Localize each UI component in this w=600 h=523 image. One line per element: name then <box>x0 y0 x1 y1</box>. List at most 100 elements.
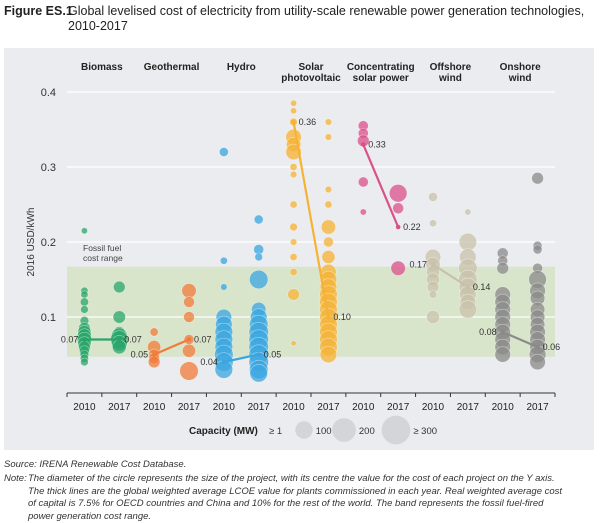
x-tick-label: 2017 <box>526 402 549 413</box>
project-bubble <box>219 147 229 157</box>
project-bubble <box>183 296 195 308</box>
project-bubble <box>289 200 298 209</box>
figure-number: Figure ES.1 <box>4 4 73 18</box>
average-label-2017: 0.07 <box>124 335 142 345</box>
project-bubble <box>324 118 333 126</box>
x-tick-label: 2017 <box>457 402 480 413</box>
x-tick-label: 2017 <box>178 402 201 413</box>
average-label-2017: 0.05 <box>264 350 282 360</box>
project-bubble <box>79 297 89 307</box>
project-bubble <box>290 107 297 115</box>
project-bubble <box>324 200 333 209</box>
note-label: Note: <box>4 473 27 484</box>
average-point-2017 <box>186 337 192 342</box>
average-label-2017: 0.22 <box>403 222 421 232</box>
project-bubble <box>426 310 440 324</box>
technology-label: Concentrating <box>347 62 415 73</box>
y-tick-label: 0.1 <box>41 312 56 324</box>
x-tick-label: 2010 <box>73 402 96 413</box>
average-point-2017 <box>116 337 122 342</box>
project-bubble <box>289 222 298 232</box>
note-text: The diameter of the circle represents th… <box>28 473 563 522</box>
technology-label: Solar <box>298 62 323 73</box>
project-bubble <box>254 252 263 262</box>
average-label-2017: 0.10 <box>333 312 351 322</box>
x-tick-label: 2010 <box>422 402 445 413</box>
project-bubble <box>529 353 546 371</box>
average-label-2010: 0.07 <box>61 335 79 345</box>
average-point-2010 <box>82 337 87 342</box>
average-point-2010 <box>221 359 227 365</box>
legend-label: 200 <box>359 426 375 437</box>
chart-panel: Fossil fuel cost range 0.1 0.2 0.3 0.4 2016 US… <box>4 48 594 450</box>
y-tick-label: 0.3 <box>41 162 56 174</box>
technology-label: Biomass <box>81 62 123 73</box>
x-tick-label: 2017 <box>108 402 131 413</box>
average-point-2017 <box>326 314 331 320</box>
project-bubble <box>392 202 404 215</box>
project-bubble <box>496 262 509 275</box>
x-tick-label: 2017 <box>248 402 271 413</box>
project-bubble <box>428 192 438 202</box>
project-bubble <box>289 253 298 261</box>
project-bubble <box>531 172 544 185</box>
x-tick-label: 2010 <box>282 402 305 413</box>
band-label-line1: Fossil fuel <box>83 243 121 253</box>
project-bubble <box>179 361 199 381</box>
legend-label: ≥ 300 <box>413 426 437 437</box>
figure-caption: Global levelised cost of electricity fro… <box>68 4 585 33</box>
technology-label: Geothermal <box>144 62 200 73</box>
x-tick-label: 2010 <box>352 402 375 413</box>
project-bubble <box>219 256 228 265</box>
project-bubble <box>249 364 268 383</box>
x-tick-label: 2010 <box>492 402 515 413</box>
weighted-average-line <box>502 330 539 349</box>
legend-label: 100 <box>316 426 332 437</box>
average-label-2017: 0.14 <box>473 282 491 292</box>
project-bubble <box>80 290 89 299</box>
project-bubble <box>464 208 472 216</box>
average-label-2010: 0.17 <box>409 260 427 270</box>
average-label-2010: 0.04 <box>200 357 218 367</box>
technology-label: solar power <box>353 73 409 84</box>
weighted-average-line <box>292 121 330 318</box>
average-label-2017: 0.06 <box>543 342 561 352</box>
technology-label: photovoltaic <box>281 73 341 84</box>
project-bubble <box>290 340 297 347</box>
project-bubble <box>359 208 367 216</box>
technology-label: wind <box>508 73 532 84</box>
project-bubble <box>390 260 406 276</box>
average-point-2017 <box>535 344 540 350</box>
legend-title: Capacity (MW) <box>189 426 258 437</box>
project-bubble <box>80 357 89 367</box>
project-bubble <box>289 170 298 179</box>
project-bubble <box>182 343 196 358</box>
average-label-2017: 0.07 <box>194 335 212 345</box>
project-bubble <box>494 346 511 363</box>
y-axis-label: 2016 USD/kWh <box>26 208 37 277</box>
band-label-line2: cost range <box>83 253 123 263</box>
average-label-2010: 0.36 <box>299 117 317 127</box>
average-point-2010 <box>500 329 506 335</box>
project-bubble <box>324 133 333 141</box>
average-label-2010: 0.33 <box>368 140 386 150</box>
legend-label: ≥ 1 <box>269 426 282 437</box>
legend-bubble <box>332 418 356 442</box>
project-bubble <box>428 290 438 299</box>
project-bubble <box>320 219 336 235</box>
average-point-2010 <box>291 119 296 125</box>
project-bubble <box>319 345 338 364</box>
weighted-average-line <box>362 144 400 228</box>
average-point-2017 <box>256 352 262 357</box>
technology-label: Hydro <box>227 62 256 73</box>
project-bubble <box>80 305 89 314</box>
average-point-2017 <box>395 224 401 230</box>
project-bubble <box>147 355 161 369</box>
average-point-2010 <box>430 262 436 267</box>
project-bubble <box>321 250 336 264</box>
project-bubble <box>290 99 297 107</box>
y-tick-label: 0.2 <box>41 237 56 249</box>
legend-bubble <box>295 421 313 439</box>
project-bubble <box>149 327 159 337</box>
project-bubble <box>289 268 298 276</box>
